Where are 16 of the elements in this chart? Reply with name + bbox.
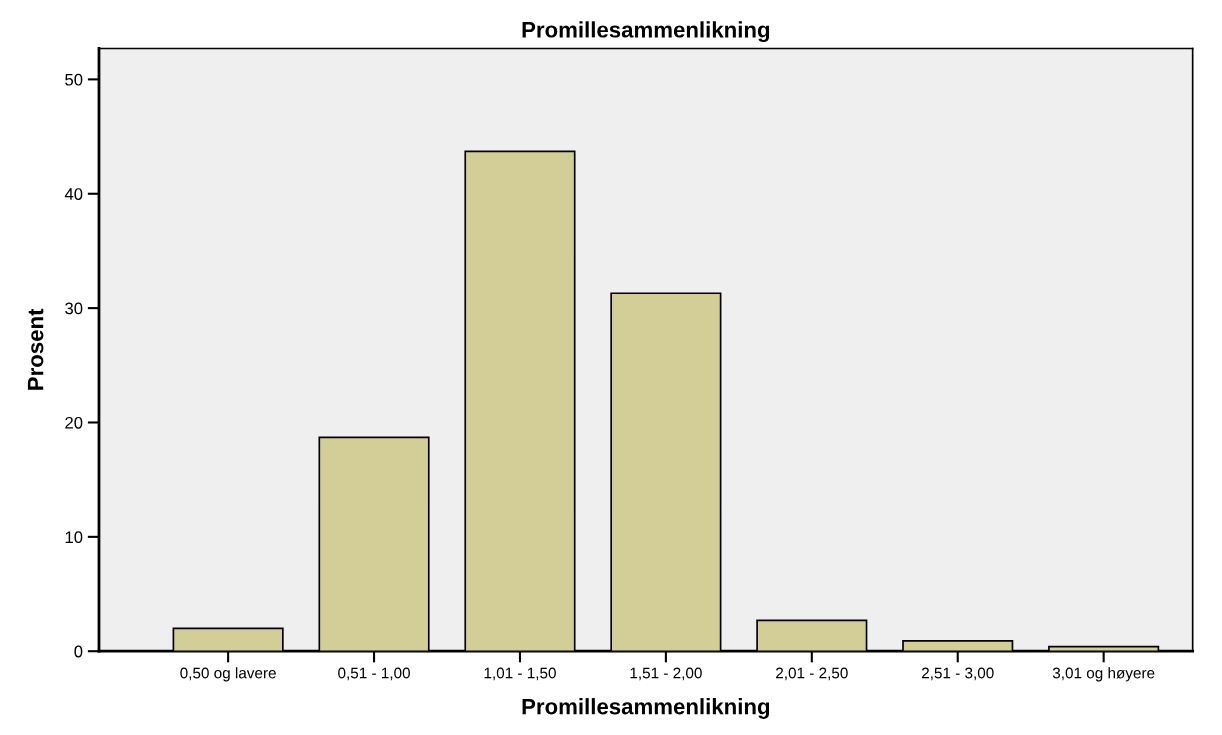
x-tick-label: 2,01 - 2,50	[776, 667, 848, 681]
y-tick-label: 30	[65, 302, 83, 315]
y-tick-label: 20	[65, 416, 83, 429]
x-tick-label: 0,51 - 1,00	[338, 667, 410, 681]
x-axis-title: Promillesammenlikning	[522, 698, 770, 719]
x-tick-label: 0,50 og lavere	[180, 667, 276, 682]
x-tick-label: 3,01 og høyere	[1052, 667, 1155, 682]
y-axis-title: Prosent	[27, 308, 44, 390]
y-tick-label: 40	[64, 188, 83, 200]
y-tick-label: 10	[65, 531, 83, 544]
chart-title: Promillesammenlikning	[522, 21, 770, 43]
x-tick-label: 1,51 - 2,00	[630, 667, 702, 681]
y-tick-label: 0	[74, 645, 83, 658]
x-tick-label: 2,51 - 3,00	[921, 667, 994, 681]
y-tick-label: 50	[65, 73, 83, 86]
x-tick-label: 1,01 - 1,50	[484, 667, 556, 681]
